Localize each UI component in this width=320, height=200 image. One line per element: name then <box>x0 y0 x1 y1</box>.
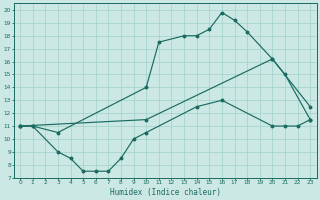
X-axis label: Humidex (Indice chaleur): Humidex (Indice chaleur) <box>110 188 220 197</box>
